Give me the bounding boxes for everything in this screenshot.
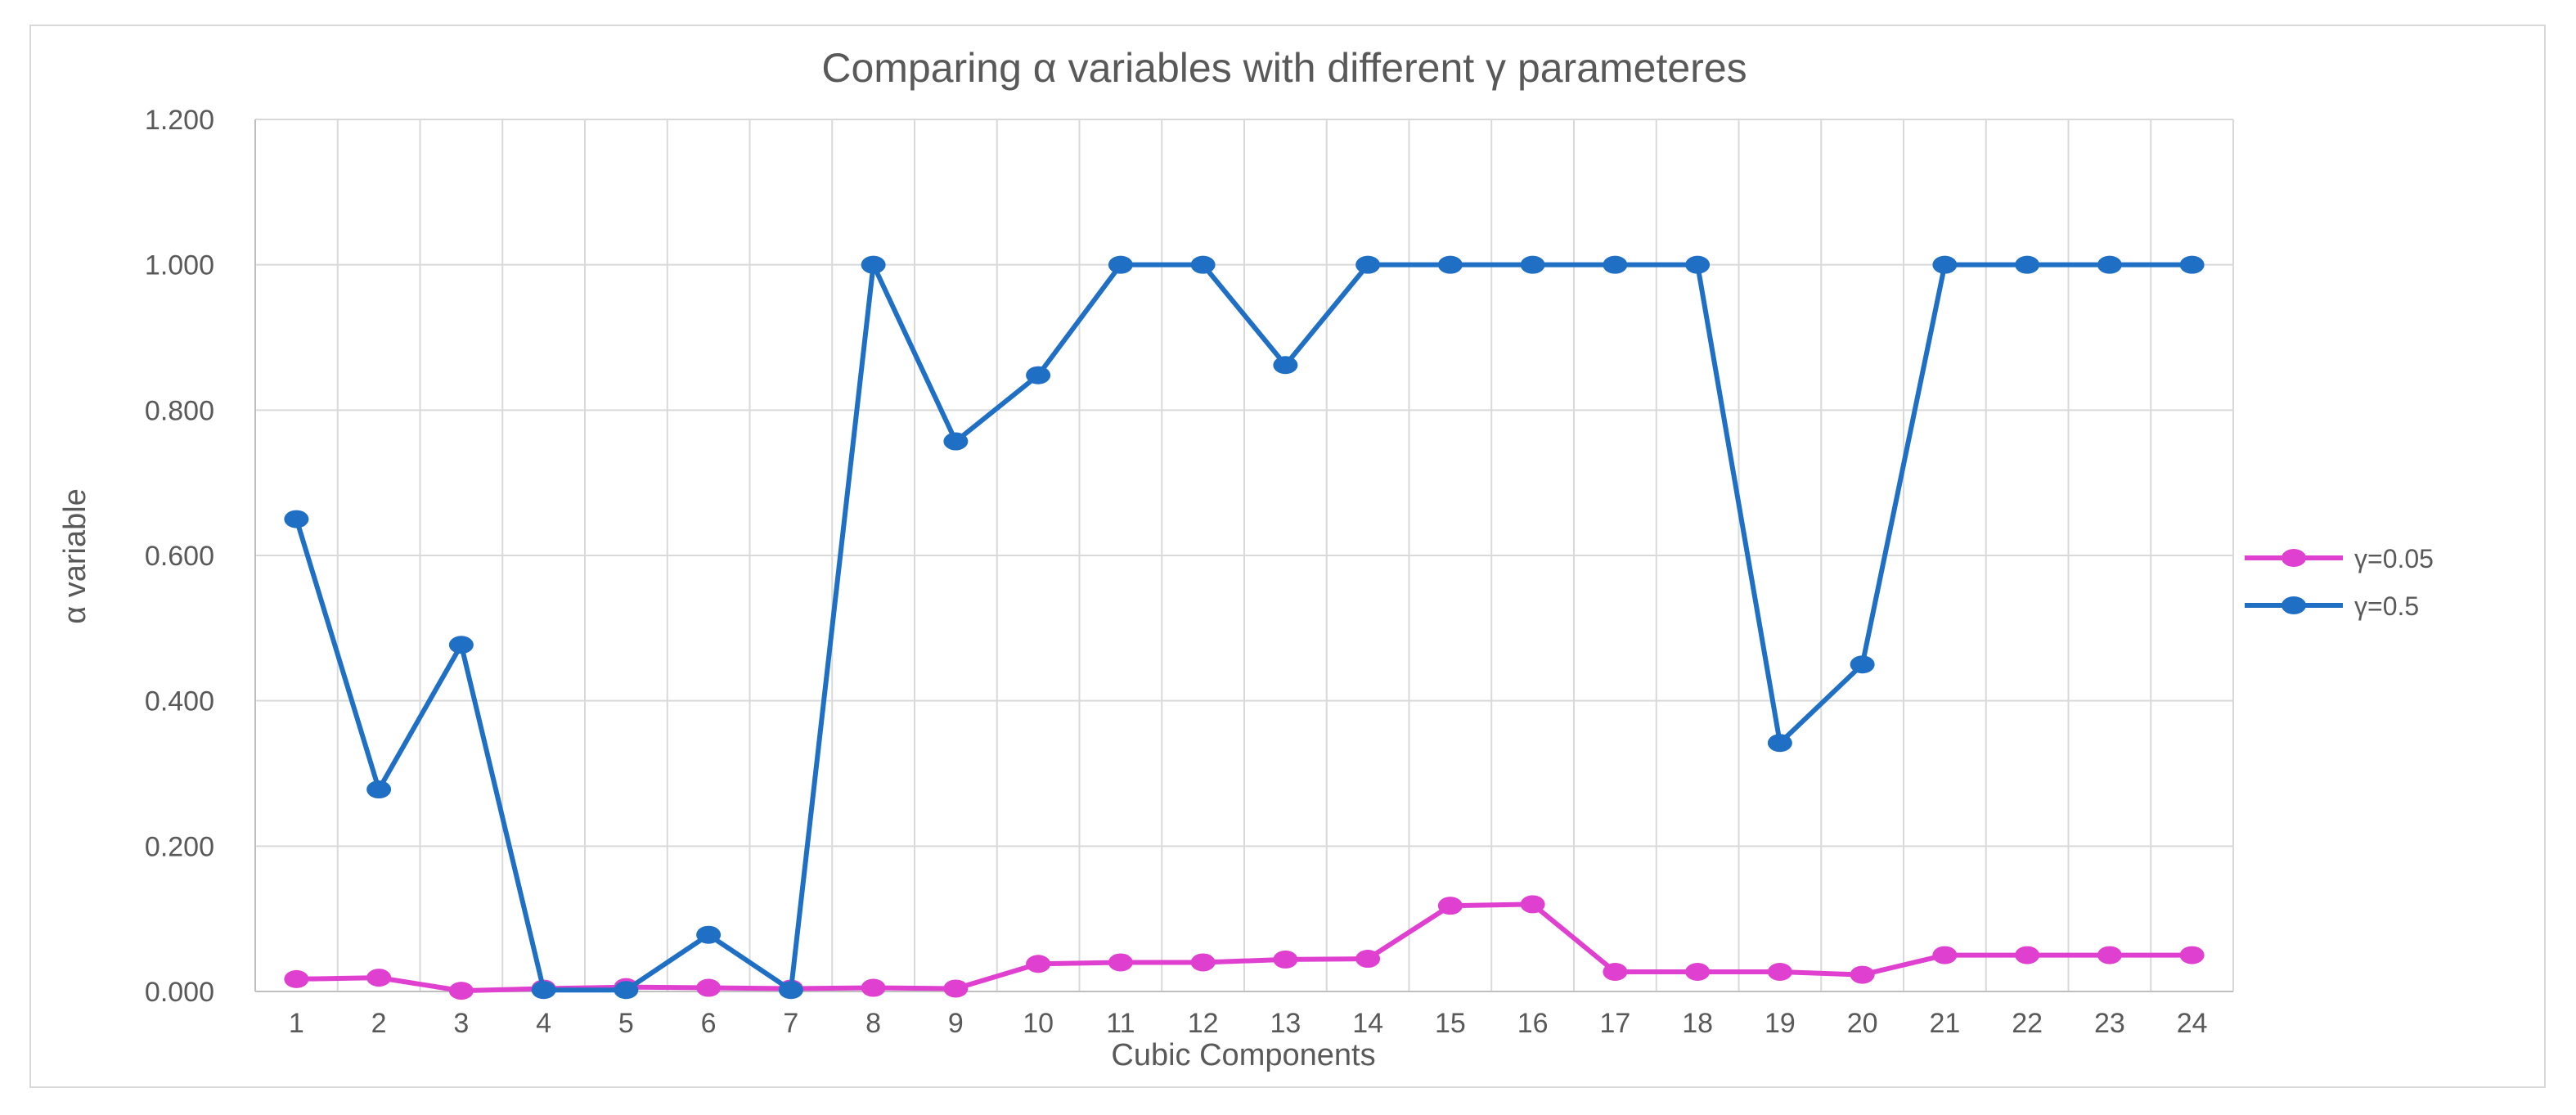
x-tick-label: 6 (701, 1008, 717, 1039)
y-tick-label: 0.400 (145, 686, 214, 717)
data-point (531, 981, 556, 1000)
data-point (2097, 255, 2122, 274)
x-tick-label: 12 (1188, 1008, 1219, 1039)
x-tick-label: 17 (1599, 1008, 1630, 1039)
data-point (696, 978, 722, 997)
x-tick-label: 5 (618, 1008, 634, 1039)
x-tick-label: 2 (371, 1008, 387, 1039)
x-tick-label: 22 (2012, 1008, 2043, 1039)
data-point (1190, 953, 1216, 972)
legend-point-marker (2282, 549, 2306, 567)
data-point (943, 979, 969, 998)
x-tick-labels: 1 2 3 4 5 6 7 8 9 10 11 12 13 14 15 16 17 18 19 20 21 22 23 24 (289, 1008, 2208, 1039)
chart-title: Comparing α variables with different γ p… (821, 45, 1747, 91)
data-point (1273, 950, 1298, 969)
data-point (614, 981, 639, 1000)
series-line (296, 901, 2192, 994)
data-point (861, 978, 886, 997)
data-point (1850, 655, 1875, 674)
x-tick-label: 8 (865, 1008, 881, 1039)
x-tick-label: 13 (1270, 1008, 1301, 1039)
legend-item: γ=0.05 (2245, 544, 2434, 573)
legend-item: γ=0.5 (2245, 591, 2419, 621)
data-point (2179, 946, 2205, 964)
x-tick-label: 16 (1517, 1008, 1549, 1039)
legend-label: γ=0.05 (2354, 544, 2434, 573)
data-point (1108, 953, 1133, 972)
data-point (1932, 946, 1958, 964)
series-layer (284, 255, 2205, 1000)
series-group (284, 255, 2205, 1000)
data-point (448, 636, 474, 654)
y-tick-label: 0.200 (145, 831, 214, 862)
legend: γ=0.05 γ=0.5 (2245, 544, 2434, 621)
data-point (1685, 963, 1711, 982)
data-point (943, 432, 969, 451)
data-point (1273, 356, 1298, 375)
data-point (1520, 255, 1545, 274)
x-tick-label: 18 (1682, 1008, 1713, 1039)
data-point (778, 981, 803, 1000)
data-point (1767, 734, 1792, 753)
x-tick-label: 15 (1435, 1008, 1466, 1039)
x-tick-label: 14 (1352, 1008, 1383, 1039)
x-tick-label: 20 (1847, 1008, 1878, 1039)
data-point (1026, 366, 1051, 384)
data-point (366, 969, 392, 987)
y-tick-label: 1.200 (145, 105, 214, 136)
data-point (1767, 963, 1792, 982)
data-point (1108, 255, 1133, 274)
data-point (1190, 255, 1216, 274)
x-tick-label: 1 (289, 1008, 304, 1039)
y-tick-labels: 0.000 0.200 0.400 0.600 0.800 1.000 1.200 (145, 105, 214, 1008)
x-axis-title: Cubic Components (1111, 1038, 1375, 1072)
data-point (1520, 895, 1545, 914)
x-tick-label: 3 (453, 1008, 469, 1039)
data-point (1603, 963, 1628, 982)
y-tick-label: 0.600 (145, 541, 214, 572)
y-axis-title: α variable (58, 488, 92, 624)
x-tick-label: 11 (1106, 1008, 1135, 1039)
data-point (1603, 255, 1628, 274)
y-tick-label: 0.800 (145, 395, 214, 426)
data-point (2015, 255, 2040, 274)
x-tick-label: 23 (2094, 1008, 2125, 1039)
data-point (861, 255, 886, 274)
x-tick-label: 4 (536, 1008, 551, 1039)
gridlines (254, 119, 2234, 992)
series-line (294, 262, 2192, 993)
x-tick-label: 24 (2177, 1008, 2208, 1039)
data-point (284, 969, 309, 988)
data-point (1437, 255, 1463, 274)
legend-label: γ=0.5 (2354, 591, 2419, 621)
y-tick-label: 1.000 (145, 250, 214, 281)
data-point (1026, 955, 1051, 973)
data-point (2015, 946, 2040, 964)
data-point (696, 925, 722, 944)
y-tick-label: 0.000 (145, 977, 214, 1008)
data-point (284, 510, 309, 528)
x-tick-label: 9 (948, 1008, 964, 1039)
x-tick-label: 19 (1765, 1008, 1796, 1039)
data-point (1932, 255, 1958, 274)
data-point (1437, 897, 1463, 915)
data-point (1850, 965, 1875, 984)
x-tick-label: 21 (1929, 1008, 1960, 1039)
data-point (1685, 255, 1711, 274)
data-point (2097, 946, 2122, 964)
legend-point-marker (2282, 596, 2306, 614)
data-point (2179, 255, 2205, 274)
data-point (448, 982, 474, 1000)
x-tick-label: 10 (1023, 1008, 1054, 1039)
data-point (366, 780, 392, 799)
x-tick-label: 7 (783, 1008, 798, 1039)
data-point (1355, 255, 1381, 274)
data-point (1355, 950, 1381, 969)
